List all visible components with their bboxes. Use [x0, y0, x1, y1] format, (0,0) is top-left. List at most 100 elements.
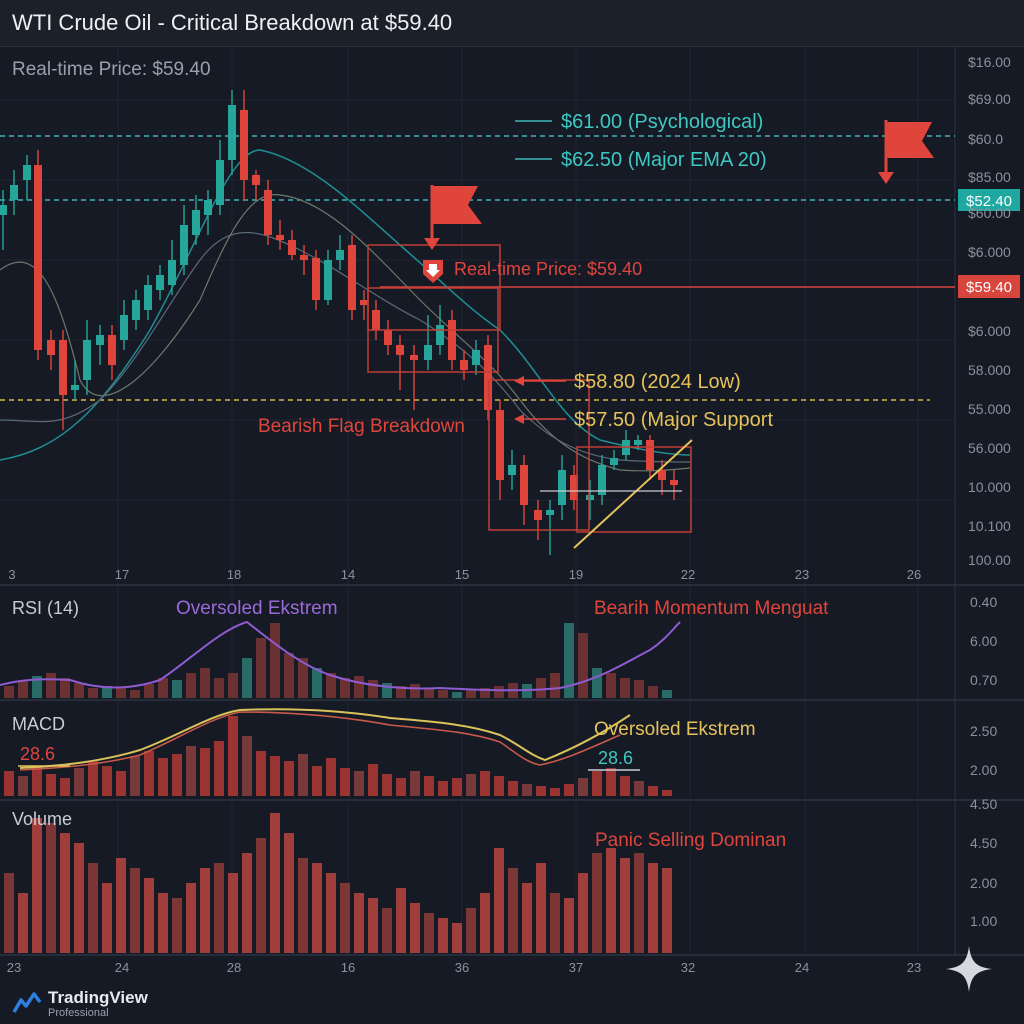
rsi-axis-label: 6.00 [970, 633, 997, 649]
price-axis-label: $60.00 [968, 205, 1011, 221]
macd-bar [578, 778, 588, 796]
chart-canvas[interactable]: Real-time Price: $59.40 $61.00 (Psycholo… [0, 46, 1024, 986]
rsi-bar [88, 688, 98, 698]
rsi-axis: 0.40 6.00 0.70 [970, 594, 997, 688]
candle-body [276, 235, 284, 240]
volume-bar [200, 868, 210, 953]
rsi-note-left: Oversoled Ekstrem [176, 598, 338, 619]
candle-body [598, 465, 606, 495]
rsi-bar [46, 673, 56, 698]
annotation-level-58: $58.80 (2024 Low) [574, 371, 741, 393]
candles-group [0, 90, 678, 555]
volume-time-label: 36 [455, 960, 469, 975]
volume-axis-label: 4.50 [970, 835, 997, 851]
rsi-bar [270, 623, 280, 698]
candle-body [83, 340, 91, 380]
arrow-down-icon [423, 260, 443, 283]
rsi-bar [396, 686, 406, 698]
volume-time-label: 23 [7, 960, 21, 975]
rsi-bar [298, 658, 308, 698]
rsi-histogram [4, 623, 672, 698]
price-axis-label: $6.000 [968, 244, 1011, 260]
macd-bar [396, 778, 406, 796]
candle-body [156, 275, 164, 290]
candle-body [120, 315, 128, 340]
rsi-bar [74, 683, 84, 698]
rsi-bar [606, 673, 616, 698]
macd-axis-label: 2.00 [970, 762, 997, 778]
time-axis-label: 19 [569, 567, 583, 582]
volume-bar [326, 873, 336, 953]
macd-bar [438, 781, 448, 796]
rsi-bar [662, 690, 672, 698]
candle-body [508, 465, 516, 475]
candle-body [71, 385, 79, 390]
macd-bar [4, 771, 14, 796]
macd-line [19, 708, 631, 769]
rsi-bar [312, 668, 322, 698]
price-axis-label: 10.000 [968, 479, 1011, 495]
volume-bar [312, 863, 322, 953]
macd-bar [522, 784, 532, 796]
candle-body [496, 410, 504, 480]
macd-bar [648, 786, 658, 796]
macd-bar [326, 758, 336, 796]
candle-body [460, 360, 468, 370]
rsi-bar [340, 678, 350, 698]
volume-bar [88, 863, 98, 953]
brand-sub: Professional [48, 1007, 109, 1019]
candle-body [520, 465, 528, 505]
rsi-bar [214, 678, 224, 698]
macd-bar [312, 766, 322, 796]
price-tag-current-bg [958, 275, 1020, 298]
macd-bar [256, 751, 266, 796]
volume-bar [298, 858, 308, 953]
price-axis-label: 100.00 [968, 552, 1011, 568]
rsi-bar [634, 680, 644, 698]
flag-icon [878, 120, 934, 184]
macd-signal-line [19, 711, 621, 771]
ema-line-inner [0, 231, 691, 463]
volume-time-label: 23 [907, 960, 921, 975]
macd-bar [60, 778, 70, 796]
macd-bar [508, 781, 518, 796]
tradingview-logo[interactable]: TradingView Professional [12, 988, 212, 1020]
flag-box-inner [367, 287, 499, 373]
rsi-bar [480, 688, 490, 698]
candle-body [144, 285, 152, 310]
ema-line-mid [0, 194, 691, 472]
volume-bar [242, 853, 252, 953]
volume-time-label: 37 [569, 960, 583, 975]
time-axis-label: 18 [227, 567, 241, 582]
candle-body [558, 470, 566, 505]
time-axis-label: 17 [115, 567, 129, 582]
candle-body [436, 325, 444, 345]
annotation-realtime-marker: Real-time Price: $59.40 [454, 259, 642, 279]
macd-value-left: 28.6 [20, 744, 55, 764]
candle-body [216, 160, 224, 205]
macd-axis: 2.50 2.00 [970, 723, 997, 778]
volume-bar [452, 923, 462, 953]
candle-body [108, 335, 116, 365]
candle-body [646, 440, 654, 470]
candle-body [384, 330, 392, 345]
rsi-bar [256, 638, 266, 698]
macd-bar [130, 756, 140, 796]
candle-body [288, 240, 296, 255]
chart-header: WTI Crude Oil - Critical Breakdown at $5… [0, 0, 1024, 47]
volume-bar [214, 863, 224, 953]
macd-bar [536, 786, 546, 796]
price-axis-label: 10.100 [968, 518, 1011, 534]
annotation-level-61: $61.00 (Psychological) [561, 111, 763, 133]
volume-bar [256, 838, 266, 953]
volume-bar [270, 813, 280, 953]
candle-body [132, 300, 140, 320]
volume-bar [494, 848, 504, 953]
volume-bar [424, 913, 434, 953]
price-axis: $16.00 $69.00 $60.0 $85.00 $60.00 $6.000 $6.00… [968, 54, 1011, 568]
volume-bar [522, 883, 532, 953]
volume-label: Volume [12, 809, 72, 829]
rsi-bar [18, 680, 28, 698]
candle-body [396, 345, 404, 355]
volume-bar [18, 893, 28, 953]
